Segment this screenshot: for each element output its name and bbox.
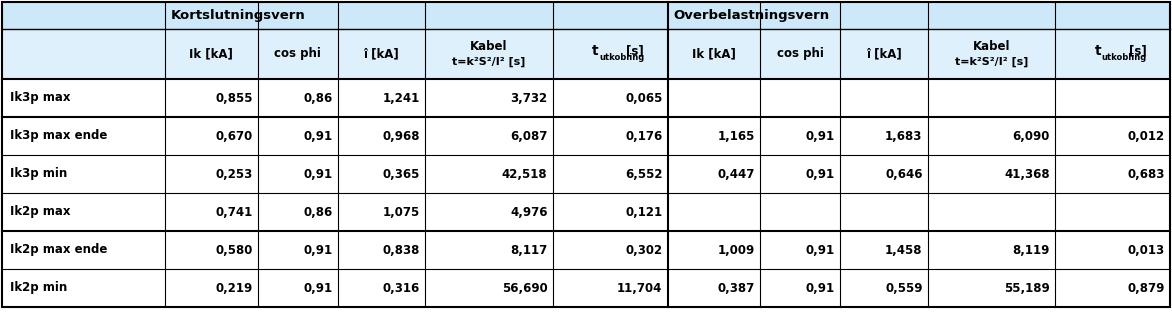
Text: 0,91: 0,91 bbox=[304, 282, 333, 295]
Text: 3,732: 3,732 bbox=[510, 92, 547, 105]
Text: 1,075: 1,075 bbox=[383, 205, 420, 218]
Text: 0,012: 0,012 bbox=[1127, 130, 1165, 143]
Text: Ik3p max: Ik3p max bbox=[11, 92, 70, 105]
Text: Ik [kA]: Ik [kA] bbox=[190, 47, 233, 60]
Text: Ik3p min: Ik3p min bbox=[11, 167, 67, 180]
Text: 56,690: 56,690 bbox=[502, 282, 547, 295]
Text: 0,683: 0,683 bbox=[1127, 167, 1165, 180]
Bar bbox=[2, 231, 1170, 269]
Text: 8,119: 8,119 bbox=[1013, 244, 1050, 257]
Text: 0,387: 0,387 bbox=[717, 282, 755, 295]
Text: 0,968: 0,968 bbox=[382, 130, 420, 143]
Bar bbox=[2, 2, 1170, 29]
Text: 0,013: 0,013 bbox=[1127, 244, 1165, 257]
Text: 1,458: 1,458 bbox=[885, 244, 922, 257]
Text: Kortslutningsvern: Kortslutningsvern bbox=[171, 9, 306, 22]
Text: 0,447: 0,447 bbox=[717, 167, 755, 180]
Text: [s]: [s] bbox=[1129, 45, 1146, 58]
Text: 0,879: 0,879 bbox=[1127, 282, 1165, 295]
Text: 0,91: 0,91 bbox=[806, 244, 834, 257]
Text: 55,189: 55,189 bbox=[1004, 282, 1050, 295]
Text: 0,316: 0,316 bbox=[383, 282, 420, 295]
Text: cos phi: cos phi bbox=[777, 47, 824, 60]
Text: 1,009: 1,009 bbox=[717, 244, 755, 257]
Text: 1,165: 1,165 bbox=[717, 130, 755, 143]
Bar bbox=[2, 269, 1170, 307]
Text: 42,518: 42,518 bbox=[502, 167, 547, 180]
Text: Kabel: Kabel bbox=[470, 40, 507, 52]
Text: 0,176: 0,176 bbox=[625, 130, 662, 143]
Text: t: t bbox=[1095, 44, 1102, 58]
Text: 0,646: 0,646 bbox=[885, 167, 922, 180]
Text: 0,253: 0,253 bbox=[216, 167, 252, 180]
Text: utkobling: utkobling bbox=[1102, 52, 1146, 62]
Text: 1,241: 1,241 bbox=[383, 92, 420, 105]
Text: 8,117: 8,117 bbox=[510, 244, 547, 257]
Bar bbox=[2, 79, 1170, 117]
Text: 0,365: 0,365 bbox=[382, 167, 420, 180]
Bar bbox=[2, 29, 1170, 79]
Text: 0,838: 0,838 bbox=[382, 244, 420, 257]
Text: cos phi: cos phi bbox=[274, 47, 321, 60]
Text: 0,559: 0,559 bbox=[885, 282, 922, 295]
Text: 0,86: 0,86 bbox=[304, 92, 333, 105]
Text: Kabel: Kabel bbox=[973, 40, 1010, 52]
Text: 0,219: 0,219 bbox=[216, 282, 252, 295]
Bar bbox=[2, 193, 1170, 231]
Text: 11,704: 11,704 bbox=[618, 282, 662, 295]
Text: 1,683: 1,683 bbox=[885, 130, 922, 143]
Text: utkobling: utkobling bbox=[599, 52, 645, 62]
Text: 0,86: 0,86 bbox=[304, 205, 333, 218]
Text: 0,855: 0,855 bbox=[214, 92, 252, 105]
Text: 0,91: 0,91 bbox=[806, 282, 834, 295]
Text: 6,090: 6,090 bbox=[1013, 130, 1050, 143]
Text: 0,91: 0,91 bbox=[806, 130, 834, 143]
Text: Ik [kA]: Ik [kA] bbox=[691, 47, 736, 60]
Text: 0,741: 0,741 bbox=[216, 205, 252, 218]
Text: Ik2p min: Ik2p min bbox=[11, 282, 67, 295]
Text: 6,552: 6,552 bbox=[625, 167, 662, 180]
Text: 0,580: 0,580 bbox=[216, 244, 252, 257]
Text: 0,670: 0,670 bbox=[216, 130, 252, 143]
Text: t=k²S²/I² [s]: t=k²S²/I² [s] bbox=[452, 57, 525, 67]
Text: î [kA]: î [kA] bbox=[866, 47, 901, 60]
Text: 0,91: 0,91 bbox=[304, 244, 333, 257]
Text: t=k²S²/I² [s]: t=k²S²/I² [s] bbox=[954, 57, 1028, 67]
Bar bbox=[2, 155, 1170, 193]
Bar bbox=[2, 117, 1170, 155]
Text: 0,91: 0,91 bbox=[304, 130, 333, 143]
Text: 6,087: 6,087 bbox=[510, 130, 547, 143]
Text: î [kA]: î [kA] bbox=[363, 47, 400, 60]
Text: Overbelastningsvern: Overbelastningsvern bbox=[674, 9, 830, 22]
Text: Ik2p max: Ik2p max bbox=[11, 205, 70, 218]
Text: 0,065: 0,065 bbox=[625, 92, 662, 105]
Text: Ik3p max ende: Ik3p max ende bbox=[11, 130, 108, 143]
Text: t: t bbox=[592, 44, 599, 58]
Text: 0,302: 0,302 bbox=[626, 244, 662, 257]
Text: 4,976: 4,976 bbox=[510, 205, 547, 218]
Text: 0,121: 0,121 bbox=[626, 205, 662, 218]
Text: 0,91: 0,91 bbox=[806, 167, 834, 180]
Text: Ik2p max ende: Ik2p max ende bbox=[11, 244, 108, 257]
Text: 0,91: 0,91 bbox=[304, 167, 333, 180]
Text: [s]: [s] bbox=[626, 45, 643, 58]
Text: 41,368: 41,368 bbox=[1004, 167, 1050, 180]
